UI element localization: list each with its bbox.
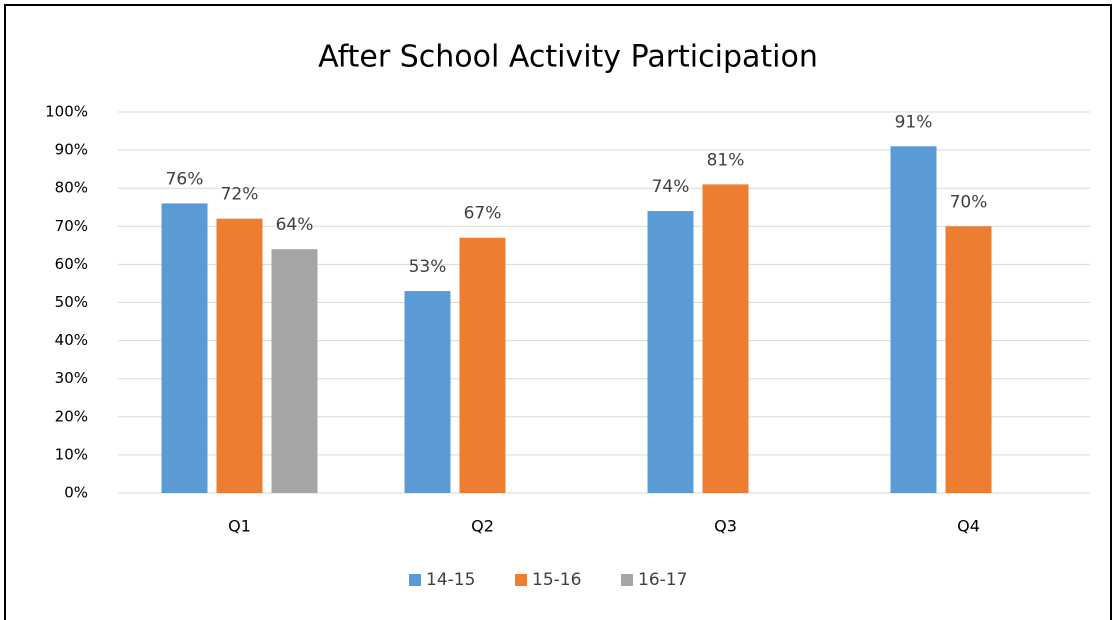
y-tick-label: 70% [55, 217, 88, 235]
data-label: 72% [221, 185, 259, 205]
y-tick-label: 50% [55, 293, 88, 311]
legend-swatch [409, 574, 421, 586]
bar [404, 291, 451, 493]
bar [271, 249, 318, 493]
bar [945, 226, 992, 494]
y-tick-label: 10% [55, 445, 88, 463]
data-label: 64% [276, 215, 314, 235]
legend-swatch [621, 574, 633, 586]
y-tick-label: 60% [55, 255, 88, 273]
y-tick-label: 90% [55, 141, 88, 159]
y-tick-label: 0% [64, 484, 88, 502]
bar [161, 203, 208, 493]
legend-swatch [515, 574, 527, 586]
bar [702, 184, 749, 493]
legend-label: 16-17 [638, 570, 687, 590]
x-tick-label: Q2 [471, 517, 494, 536]
x-tick-label: Q4 [957, 517, 980, 536]
y-tick-label: 20% [55, 407, 88, 425]
x-tick-label: Q1 [228, 517, 251, 536]
chart-title: After School Activity Participation [318, 40, 818, 75]
y-tick-label: 40% [55, 331, 88, 349]
bar [216, 218, 263, 493]
data-label: 74% [652, 177, 690, 197]
data-label: 91% [895, 112, 933, 132]
y-tick-label: 100% [45, 103, 88, 121]
bar [647, 211, 694, 493]
bar [459, 237, 506, 493]
data-label: 53% [409, 257, 447, 277]
legend-label: 14-15 [426, 570, 475, 590]
bar [890, 146, 937, 494]
data-label: 67% [464, 204, 502, 224]
legend-label: 15-16 [532, 570, 581, 590]
y-tick-label: 30% [55, 369, 88, 387]
x-tick-label: Q3 [714, 517, 737, 536]
y-tick-label: 80% [55, 179, 88, 197]
data-label: 76% [166, 169, 204, 189]
data-label: 81% [707, 150, 745, 170]
data-label: 70% [950, 192, 988, 212]
